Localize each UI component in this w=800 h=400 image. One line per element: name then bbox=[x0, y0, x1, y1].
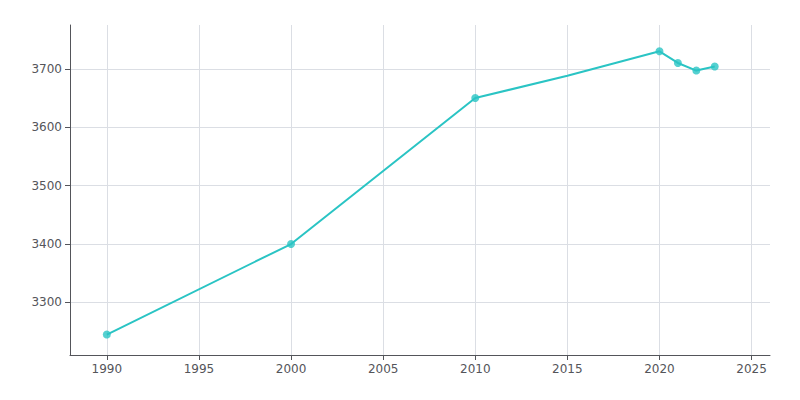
svg-text:2000: 2000 bbox=[276, 362, 307, 376]
svg-text:3400: 3400 bbox=[31, 237, 62, 251]
svg-text:2020: 2020 bbox=[644, 362, 675, 376]
svg-text:3500: 3500 bbox=[31, 179, 62, 193]
svg-text:2015: 2015 bbox=[552, 362, 583, 376]
svg-text:1995: 1995 bbox=[184, 362, 215, 376]
svg-text:2025: 2025 bbox=[736, 362, 767, 376]
svg-text:3700: 3700 bbox=[31, 62, 62, 76]
svg-text:2010: 2010 bbox=[460, 362, 491, 376]
svg-text:3300: 3300 bbox=[31, 295, 62, 309]
svg-text:1990: 1990 bbox=[92, 362, 123, 376]
svg-text:2005: 2005 bbox=[368, 362, 399, 376]
svg-text:3600: 3600 bbox=[31, 120, 62, 134]
